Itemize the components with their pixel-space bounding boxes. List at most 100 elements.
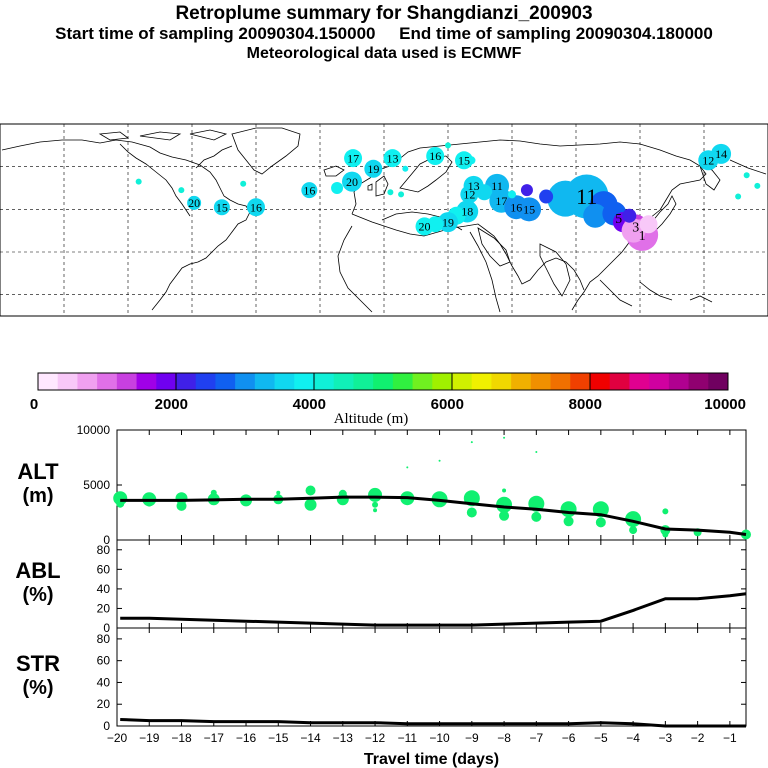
plume-day-label: 15 [523,203,535,217]
coastline-iceland [323,165,345,177]
altitude-point [470,441,473,444]
plume-day-label: 14 [715,147,727,161]
colorbar-swatch [570,373,591,390]
plume-day-label: 11 [491,179,503,193]
colorbar-swatch [609,373,630,390]
x-tick-label: −12 [365,731,386,745]
x-tick-label: −15 [268,731,289,745]
abl-ytick-label: 40 [97,582,111,596]
plume-blob [426,147,445,165]
altitude-point [438,459,441,462]
altitude-point [503,436,506,439]
plume-blob [213,199,230,216]
colorbar-swatch [511,373,532,390]
plume-blob [331,182,344,194]
colorbar-label: Altitude (m) [334,411,409,427]
altitude-point [305,485,316,496]
coastline-southeast-asia [599,279,713,307]
altitude-point [499,510,510,521]
str-ylabel-unit: (%) [22,677,53,699]
plume-day-label: 11 [576,184,597,209]
abl-ytick-label: 20 [97,601,111,615]
x-tick-label: −20 [107,731,128,745]
x-tick-label: −8 [497,731,511,745]
colorbar-swatch [629,373,650,390]
colorbar-swatch [333,373,354,390]
plume-markers [135,142,761,251]
altitude-point [496,496,513,513]
altitude-point [595,517,606,528]
coastline-greenland [231,127,301,175]
plume-day-label: 16 [429,149,441,163]
altitude-point [531,511,542,522]
colorbar-swatch [97,373,118,390]
str-line [120,718,746,728]
altitude-point [662,531,669,538]
colorbar-swatch [116,373,138,390]
colorbar-swatch [530,373,552,390]
colorbar-swatch [452,373,473,390]
plume-dot [743,172,750,179]
plume-blob [460,185,479,204]
altitude-point [560,501,577,518]
plume-blob [247,198,265,217]
str-ytick-label: 0 [103,719,110,733]
x-tick-label: −5 [594,731,608,745]
str-ytick-label: 60 [97,654,111,668]
colorbar-swatch [77,373,98,390]
str-frame [116,627,747,727]
colorbar-tick-label: 0 [30,396,38,413]
plume-blob [711,143,732,164]
plume-day-label: 19 [442,215,454,229]
plume-blob [508,190,516,199]
str-ytick-label: 80 [97,632,111,646]
plume-day-label: 16 [510,200,522,214]
plume-blob [427,216,444,233]
coastline-arabia [477,227,511,267]
plume-dot [387,189,394,196]
colorbar-swatch [649,373,670,390]
altitude-point [535,451,538,453]
abl-ytick-label: 60 [97,562,111,576]
plume-blob [383,149,402,168]
alt-ytick-label: 5000 [83,478,110,492]
altitude-point [372,501,379,508]
x-tick-label: −14 [300,731,321,745]
plume-blob [622,208,637,223]
altitude-point [373,508,378,513]
x-tick-label: −4 [626,731,640,745]
colorbar-tick-label: 6000 [431,396,464,413]
altitude-point [406,466,409,469]
alt-line [120,495,747,536]
altitude-point [466,507,477,518]
plume-day-label: 16 [303,183,315,197]
coastline-north-america [1,139,251,311]
plume-dot [135,178,142,185]
meteorological-data-line: Meteorological data used is ECMWF [246,45,522,62]
x-tick-label: −10 [429,731,450,745]
alt-ytick-label: 0 [103,533,110,547]
plume-dot [735,193,742,200]
colorbar-swatch [412,373,433,390]
plume-blob [539,189,554,204]
plume-day-label: 1 [639,229,646,244]
alt-ytick-label: 10000 [77,423,111,437]
plume-day-label: 18 [461,205,473,219]
altitude-point [502,488,507,493]
plume-blob [187,195,202,210]
colorbar-swatch [38,373,59,390]
abl-ytick-label: 80 [97,543,111,557]
x-tick-label: −16 [236,731,257,745]
colorbar-swatch [373,373,394,390]
colorbar-tick-label: 8000 [569,396,602,413]
coastline-scandinavia [399,155,453,193]
altitude-point [304,498,317,511]
colorbar-tick-label: 2000 [155,396,188,413]
sampling-time-line: Start time of sampling 20090304.150000 E… [55,24,713,43]
plume-dot [445,142,451,149]
colorbar-swatch [274,373,295,390]
coastline-east-pacific [729,159,767,175]
plume-blob [342,171,362,192]
